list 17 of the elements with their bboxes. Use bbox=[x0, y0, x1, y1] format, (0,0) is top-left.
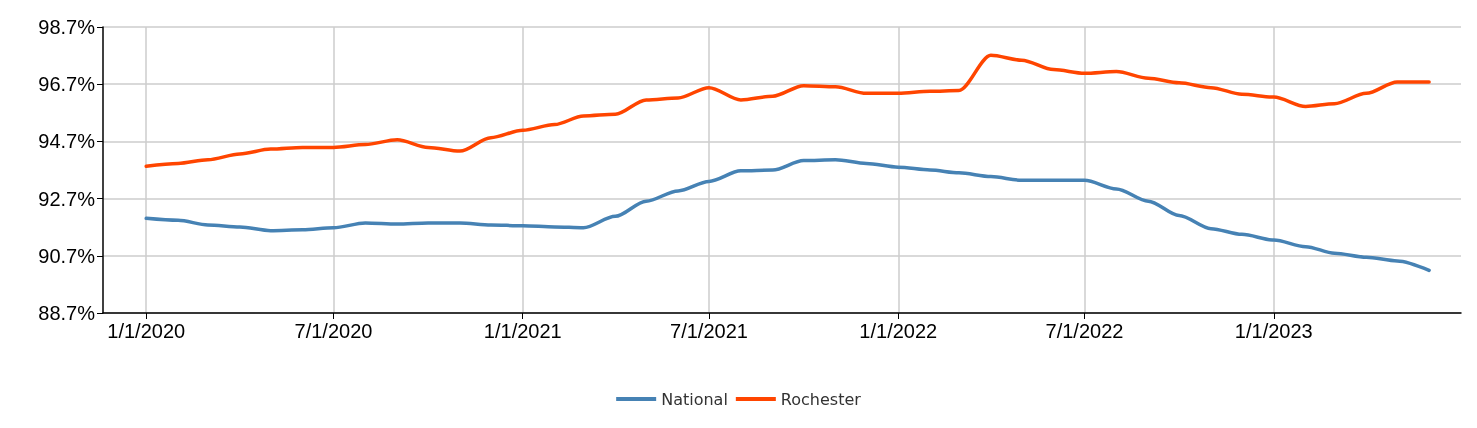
x-tick-label: 1/1/2022 bbox=[859, 320, 938, 342]
x-tick-label: 1/1/2020 bbox=[107, 320, 186, 342]
x-tick-label: 7/1/2021 bbox=[670, 320, 748, 342]
legend-label: Rochester bbox=[780, 389, 862, 409]
y-tick-label: 96.7% bbox=[38, 73, 96, 96]
y-tick-label: 90.7% bbox=[38, 244, 96, 267]
y-tick-label: 94.7% bbox=[38, 130, 96, 153]
x-tick-label: 7/1/2020 bbox=[294, 320, 373, 342]
x-tick-label: 7/1/2022 bbox=[1045, 320, 1124, 342]
y-tick-label: 92.7% bbox=[38, 187, 96, 210]
line-series bbox=[144, 157, 1431, 273]
x-tick-label: 1/1/2023 bbox=[1234, 320, 1313, 342]
x-tick-label: 1/1/2021 bbox=[483, 320, 562, 342]
y-tick-label: 88.7% bbox=[38, 302, 96, 324]
legend-label: National bbox=[661, 389, 728, 409]
line-series bbox=[144, 53, 1431, 169]
y-tick-label: 98.7% bbox=[38, 16, 96, 38]
